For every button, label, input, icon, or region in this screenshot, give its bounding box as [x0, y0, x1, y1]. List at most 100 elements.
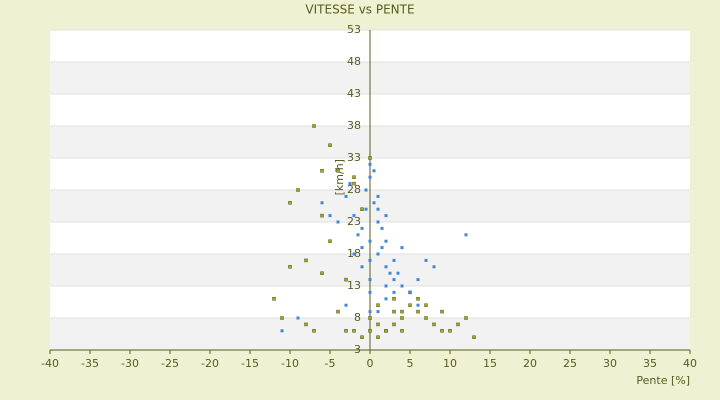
x-tick-label: 0: [367, 357, 374, 370]
x-tick-label: -15: [241, 357, 259, 370]
scatter-point: [312, 329, 316, 333]
scatter-point: [384, 297, 388, 301]
scatter-point: [336, 309, 340, 314]
scatter-point: [416, 309, 420, 314]
scatter-point: [392, 322, 396, 327]
scatter-point: [416, 278, 420, 282]
scatter-point: [352, 329, 356, 333]
scatter-point: [368, 239, 372, 243]
scatter-point: [320, 213, 324, 218]
x-tick-label: 35: [643, 357, 657, 370]
x-tick-label: -25: [161, 357, 179, 370]
scatter-point: [400, 316, 404, 320]
scatter-point: [372, 201, 376, 205]
scatter-point: [384, 214, 388, 218]
scatter-point: [464, 316, 468, 320]
scatter-point: [464, 233, 468, 237]
x-tick-label: 5: [407, 357, 414, 370]
scatter-point: [368, 175, 372, 179]
scatter-point: [364, 188, 368, 192]
y-tick-label: 28: [347, 183, 361, 196]
scatter-point: [380, 246, 384, 250]
scatter-point: [348, 182, 352, 186]
x-tick-label: 40: [683, 357, 697, 370]
scatter-point: [432, 322, 436, 327]
scatter-point: [440, 329, 444, 333]
chart-title: VITESSE vs PENTE: [305, 3, 414, 17]
scatter-point: [344, 329, 348, 333]
scatter-point: [376, 322, 380, 327]
y-tick-label: 53: [347, 23, 361, 36]
scatter-point: [360, 265, 364, 269]
scatter-point: [368, 278, 372, 282]
scatter-point: [372, 169, 376, 173]
scatter-point: [392, 309, 396, 314]
scatter-point: [360, 335, 364, 339]
scatter-point: [400, 309, 404, 314]
scatter-point: [296, 316, 300, 320]
scatter-point: [424, 258, 428, 262]
scatter-point: [352, 175, 356, 179]
scatter-point: [376, 194, 380, 198]
scatter-point: [364, 207, 368, 211]
y-tick-label: 33: [347, 151, 361, 164]
scatter-point: [392, 290, 396, 294]
scatter-point: [392, 278, 396, 282]
scatter-point: [328, 143, 332, 147]
scatter-point: [336, 220, 340, 224]
x-tick-label: -35: [81, 357, 99, 370]
scatter-point: [388, 271, 392, 275]
scatter-point: [424, 303, 428, 307]
scatter-point: [400, 284, 404, 288]
scatter-point: [416, 303, 420, 307]
scatter-point: [328, 239, 332, 243]
scatter-point: [400, 246, 404, 250]
scatter-point: [272, 297, 276, 301]
scatter-point: [352, 252, 356, 256]
x-tick-label: -30: [121, 357, 139, 370]
scatter-point: [304, 322, 308, 327]
scatter-point: [368, 316, 372, 320]
x-tick-label: 30: [603, 357, 617, 370]
scatter-point: [280, 316, 284, 320]
scatter-point: [384, 239, 388, 243]
y-axis-label: [km/h]: [333, 159, 346, 195]
scatter-point: [396, 271, 400, 275]
scatter-point: [376, 303, 380, 307]
scatter-point: [408, 303, 412, 307]
scatter-point: [384, 284, 388, 288]
scatter-point: [320, 169, 324, 173]
scatter-point: [416, 297, 420, 301]
scatter-point: [376, 252, 380, 256]
y-tick-label: 8: [354, 311, 361, 324]
scatter-point: [392, 258, 396, 262]
x-axis-label: Pente [%]: [636, 374, 690, 387]
scatter-point: [368, 162, 372, 166]
scatter-point: [472, 335, 476, 339]
y-tick-label: 48: [347, 55, 361, 68]
x-tick-label: -5: [325, 357, 336, 370]
scatter-point: [360, 246, 364, 250]
scatter-point: [344, 303, 348, 307]
scatter-point: [368, 258, 372, 262]
scatter-point: [384, 265, 388, 269]
scatter-point: [376, 220, 380, 224]
scatter-point: [320, 201, 324, 205]
scatter-point: [296, 188, 300, 192]
x-tick-label: 20: [523, 357, 537, 370]
scatter-point: [368, 156, 372, 160]
y-tick-label: 23: [347, 215, 361, 228]
scatter-point: [328, 214, 332, 218]
scatter-point: [352, 181, 356, 186]
scatter-point: [380, 226, 384, 230]
y-tick-label: 43: [347, 87, 361, 100]
x-tick-label: 10: [443, 357, 457, 370]
scatter-point: [280, 329, 284, 333]
scatter-point: [424, 316, 428, 320]
scatter-point: [288, 201, 292, 205]
scatter-point: [368, 290, 372, 294]
scatter-point: [368, 329, 372, 333]
scatter-point: [408, 290, 412, 294]
scatter-point: [368, 310, 372, 314]
